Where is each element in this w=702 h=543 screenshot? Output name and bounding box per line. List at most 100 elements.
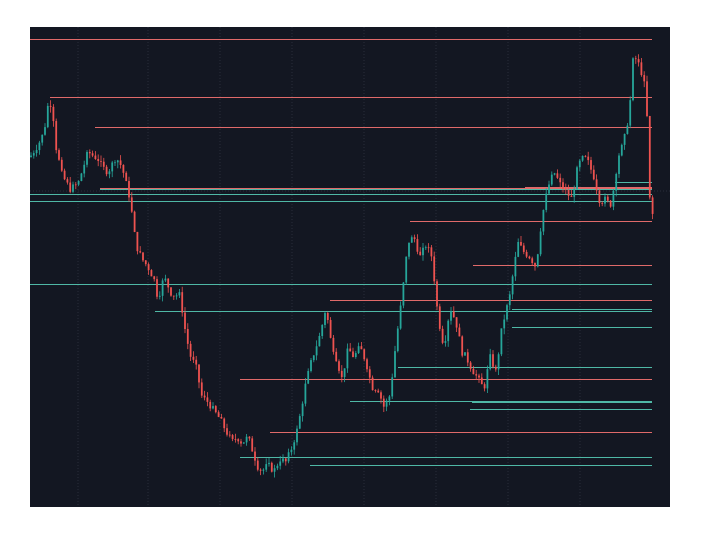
- candle-body: [80, 173, 83, 182]
- candle-body: [385, 400, 388, 407]
- candle-body: [206, 397, 209, 402]
- candle-body: [447, 320, 450, 342]
- candle-body: [228, 434, 231, 436]
- candle-body: [581, 155, 584, 161]
- candle-body: [273, 468, 276, 472]
- candle-body: [290, 449, 293, 453]
- candle-body: [360, 346, 363, 350]
- candle-body: [186, 329, 189, 344]
- candle-body: [522, 245, 525, 252]
- candle-body: [520, 241, 522, 246]
- candle-body: [237, 439, 240, 442]
- candle-body: [130, 197, 133, 212]
- candle-body: [116, 160, 119, 163]
- candle-body: [158, 295, 161, 297]
- candle-body: [83, 164, 86, 174]
- candle-body: [570, 195, 573, 197]
- candle-body: [478, 375, 480, 378]
- candle-body: [55, 121, 58, 151]
- candle-body: [450, 311, 452, 321]
- candle-body: [377, 390, 380, 393]
- candle-body: [506, 305, 508, 320]
- candle-body: [609, 200, 612, 207]
- candle-body: [508, 294, 511, 306]
- candle-body: [472, 368, 475, 375]
- candle-body: [301, 403, 304, 417]
- candle-body: [517, 241, 520, 257]
- candle-body: [430, 247, 433, 257]
- candle-body: [41, 134, 44, 143]
- candle-body: [128, 181, 130, 198]
- candle-body: [119, 160, 122, 165]
- candle-body: [578, 160, 581, 168]
- candle-body: [601, 202, 604, 204]
- candle-body: [321, 324, 324, 337]
- candle-body: [618, 155, 620, 174]
- candle-body: [167, 278, 170, 288]
- candle-body: [324, 313, 326, 325]
- candle-body: [195, 359, 198, 365]
- candle-body: [293, 442, 296, 450]
- candle-body: [646, 81, 648, 117]
- candle-body: [464, 352, 466, 356]
- candle-body: [352, 351, 354, 357]
- candle-body: [408, 242, 410, 257]
- candle-body: [492, 354, 494, 367]
- candle-body: [276, 465, 279, 469]
- candle-body: [105, 166, 108, 175]
- candle-body: [427, 247, 430, 249]
- candle-body: [648, 116, 651, 198]
- candle-body: [122, 164, 125, 173]
- candle-body: [340, 370, 343, 378]
- candle-body: [368, 369, 371, 378]
- candle-body: [100, 161, 102, 162]
- candle-body: [161, 280, 164, 296]
- candle-body: [66, 179, 69, 183]
- candle-body: [349, 348, 352, 352]
- candle-body: [209, 401, 212, 409]
- candle-body: [380, 392, 382, 399]
- candle-body: [35, 150, 38, 154]
- candle-body: [626, 125, 629, 134]
- candle-body: [282, 458, 284, 462]
- candle-body: [590, 160, 592, 170]
- candle-body: [489, 354, 492, 370]
- candle-body: [97, 159, 100, 162]
- candle-body: [559, 177, 562, 183]
- candle-body: [564, 189, 567, 190]
- plot-background: [30, 27, 670, 507]
- candle-body: [410, 237, 413, 243]
- candle-body: [438, 306, 441, 329]
- candle-body: [623, 133, 626, 145]
- candle-body: [366, 359, 368, 370]
- candle-body: [444, 341, 447, 343]
- candle-body: [136, 231, 139, 252]
- candle-body: [494, 366, 497, 370]
- candle-body: [287, 452, 290, 462]
- candle-body: [634, 58, 637, 60]
- candle-body: [615, 173, 618, 191]
- candle-body: [315, 346, 318, 356]
- candle-body: [150, 270, 153, 277]
- candle-body: [497, 354, 500, 370]
- candle-body: [217, 412, 220, 417]
- candle-body: [214, 406, 217, 413]
- candle-body: [144, 260, 147, 265]
- candle-body: [458, 327, 461, 337]
- candle-body: [542, 209, 545, 232]
- candle-body: [503, 319, 506, 329]
- candle-body: [242, 442, 245, 444]
- candle-body: [595, 179, 598, 191]
- candle-body: [38, 142, 41, 151]
- candle-body: [539, 231, 542, 255]
- candle-body: [576, 167, 578, 190]
- candle-body: [240, 441, 242, 444]
- candle-body: [192, 356, 195, 360]
- candle-body: [399, 305, 402, 329]
- candle-body: [354, 353, 357, 357]
- candle-body: [44, 127, 46, 135]
- candle-body: [69, 182, 72, 192]
- candle-body: [461, 336, 464, 356]
- candle-body: [256, 460, 259, 470]
- candle-body: [108, 171, 111, 175]
